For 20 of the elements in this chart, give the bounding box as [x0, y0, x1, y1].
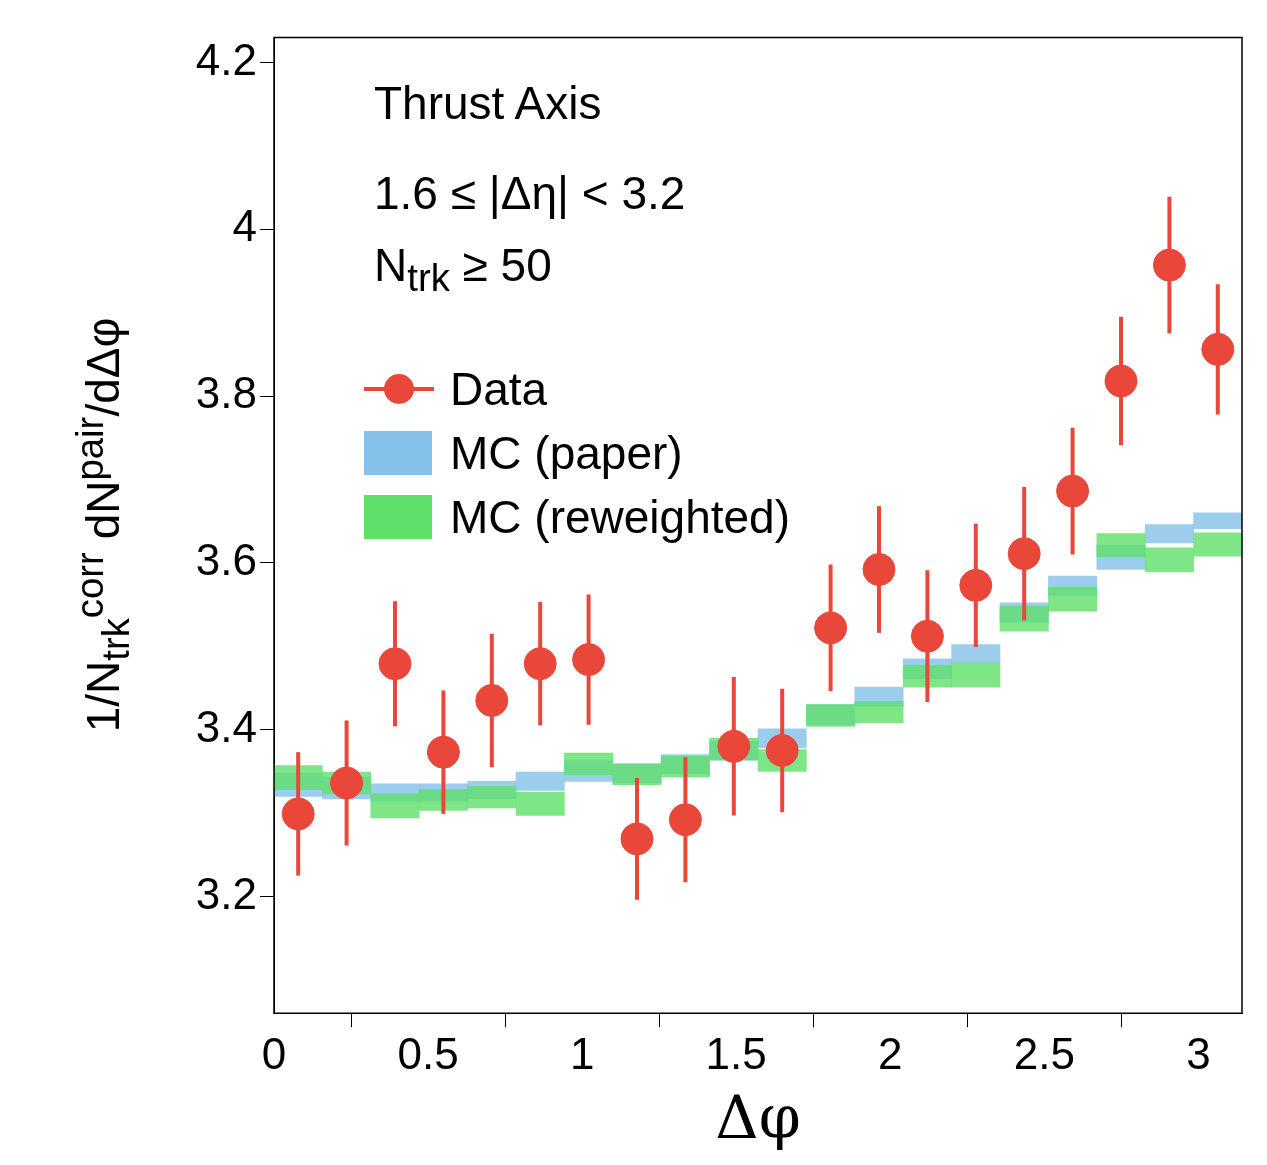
legend-label: MC (paper): [450, 426, 683, 481]
x-tick-label: 1.5: [705, 1028, 767, 1078]
y-tick-label: 4.2: [195, 34, 257, 84]
y-tick-label: 4: [232, 201, 257, 251]
annotation: 1.6 ≤ |Δη| < 3.2: [374, 166, 686, 222]
y-tick-label: 3.2: [195, 868, 257, 918]
legend-label: Data: [450, 362, 548, 417]
x-tick-label: 0: [261, 1028, 287, 1078]
y-tick-label: 3.8: [195, 368, 257, 418]
y-tick-label: 3.6: [195, 534, 257, 584]
y-tick-label: 3.4: [195, 701, 257, 751]
annotation: N$_{trk}$ ≥ 50: [374, 238, 553, 302]
x-tick-label: 3: [1186, 1028, 1211, 1078]
x-tick-label: 2.5: [1013, 1028, 1075, 1078]
annotation: Thrust Axis: [374, 76, 603, 132]
x-tick-label: 1: [569, 1028, 595, 1078]
x-tick-label: 2: [878, 1028, 903, 1078]
x-axis-title: Δφ: [715, 1081, 801, 1152]
x-tick-label: 0.5: [397, 1028, 459, 1078]
legend-label: MC (reweighted): [450, 490, 790, 545]
